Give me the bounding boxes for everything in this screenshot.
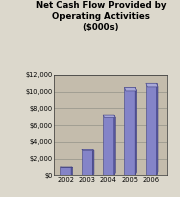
FancyBboxPatch shape — [103, 115, 114, 175]
Polygon shape — [146, 83, 158, 87]
Polygon shape — [125, 87, 137, 91]
Polygon shape — [71, 167, 73, 175]
Polygon shape — [82, 149, 94, 151]
Polygon shape — [135, 87, 137, 175]
Polygon shape — [93, 149, 94, 175]
FancyBboxPatch shape — [82, 149, 93, 175]
FancyBboxPatch shape — [125, 87, 135, 175]
FancyBboxPatch shape — [146, 83, 156, 175]
FancyBboxPatch shape — [60, 167, 71, 175]
Text: Net Cash Flow Provided by
Operating Activities
($000s): Net Cash Flow Provided by Operating Acti… — [36, 1, 166, 32]
Polygon shape — [156, 83, 158, 175]
Polygon shape — [114, 115, 115, 175]
Polygon shape — [103, 115, 115, 117]
